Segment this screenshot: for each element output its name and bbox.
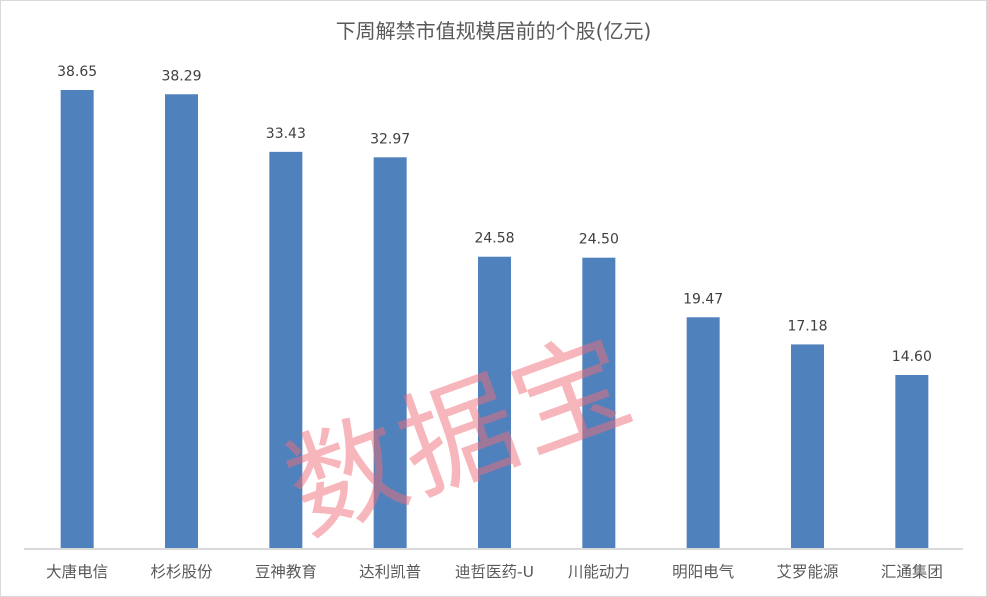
bar: [686, 317, 720, 548]
bar: [165, 94, 198, 549]
data-label: 14.60: [892, 349, 932, 365]
bar: [373, 157, 407, 549]
category-label: 汇通集团: [881, 563, 943, 581]
category-label: 明阳电气: [672, 563, 734, 581]
category-label: 迪哲医药-U: [455, 563, 534, 581]
bar: [60, 89, 94, 548]
data-label: 38.65: [57, 64, 97, 80]
category-label: 艾罗能源: [776, 563, 838, 581]
data-label: 17.18: [787, 318, 827, 334]
category-label: 杉杉股份: [150, 563, 213, 581]
data-label: 38.29: [161, 68, 201, 84]
data-label: 33.43: [266, 126, 306, 142]
data-label: 24.58: [474, 231, 514, 247]
category-label: 大唐电信: [46, 563, 108, 581]
bar: [478, 256, 511, 548]
bar: [791, 344, 824, 548]
bar: [269, 151, 303, 549]
category-label: 达利凯普: [359, 563, 421, 581]
bar: [582, 257, 616, 548]
data-label: 19.47: [683, 291, 723, 307]
category-label: 豆神教育: [255, 563, 317, 581]
bar: [895, 374, 929, 548]
chart-title: 下周解禁市值规模居前的个股(亿元): [335, 19, 652, 43]
data-label: 24.50: [579, 232, 619, 248]
category-label: 川能动力: [568, 563, 630, 581]
data-label: 32.97: [370, 131, 410, 147]
